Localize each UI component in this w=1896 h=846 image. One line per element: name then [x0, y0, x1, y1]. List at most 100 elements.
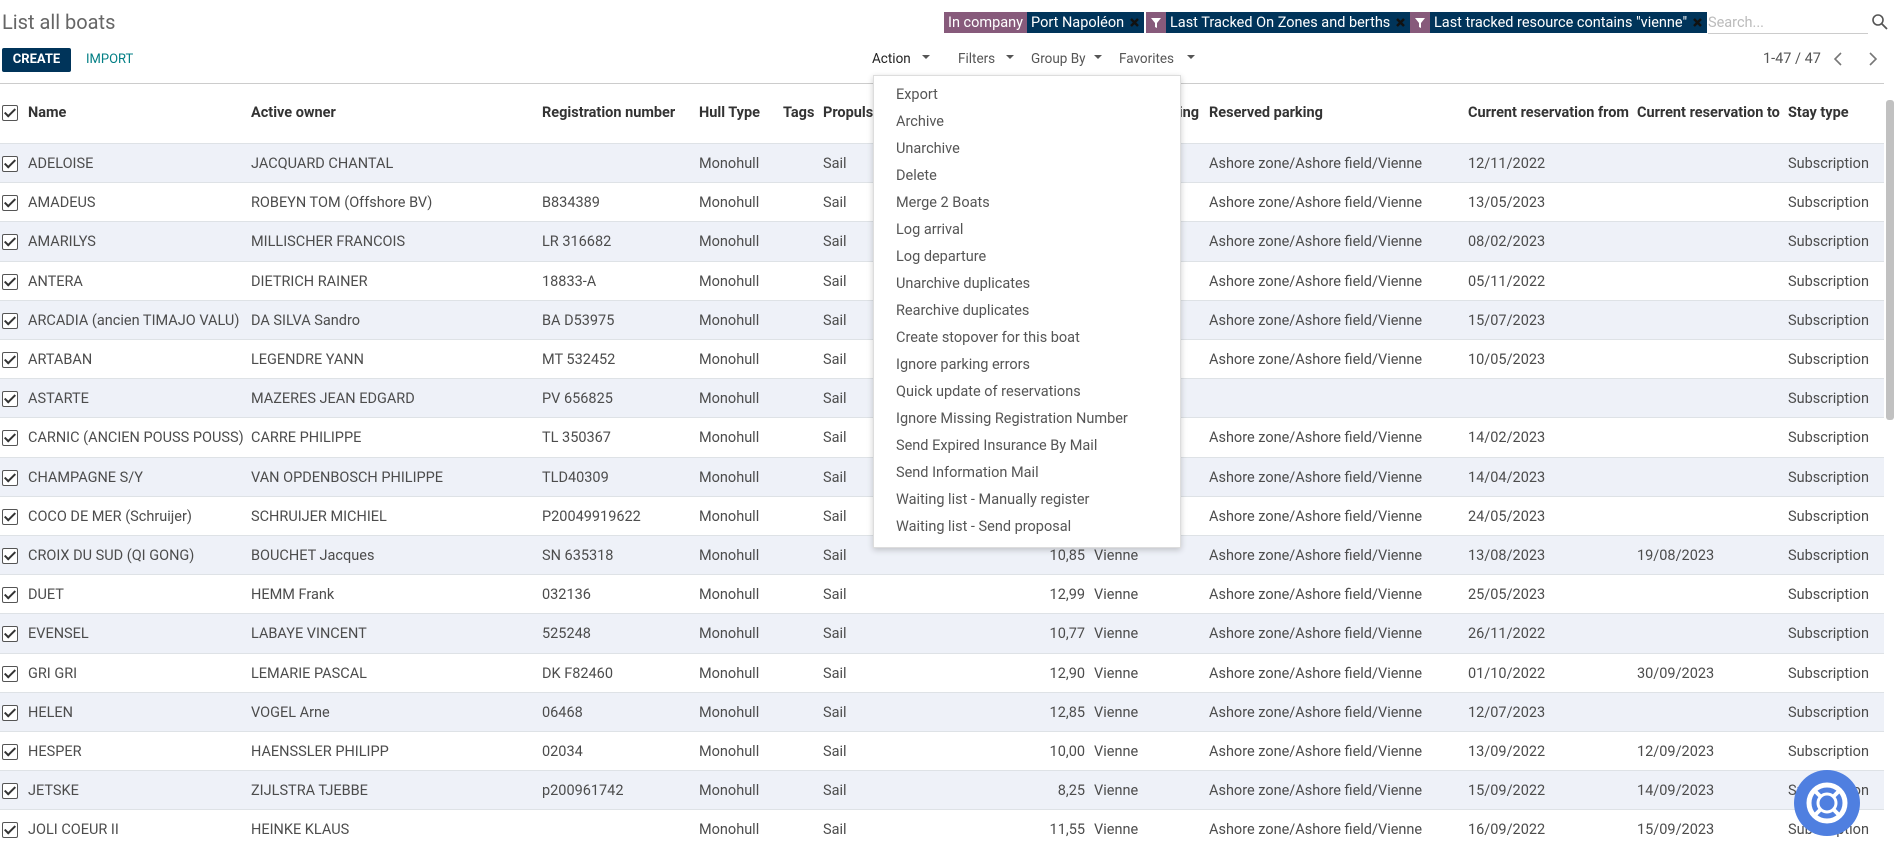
- row-checkbox[interactable]: [2, 469, 18, 486]
- select-all[interactable]: [2, 105, 18, 121]
- cell: Vienne: [1094, 625, 1139, 643]
- menu-item[interactable]: Rearchive duplicates: [896, 302, 1030, 319]
- cell: DIETRICH RAINER: [251, 272, 368, 290]
- row-checkbox[interactable]: [2, 312, 18, 329]
- menu-item[interactable]: Quick update of reservations: [896, 383, 1081, 400]
- row-checkbox[interactable]: [2, 430, 18, 447]
- cell: BA D53975: [542, 311, 615, 329]
- control-1[interactable]: Filters: [958, 51, 996, 67]
- cell: 12/09/2023: [1637, 743, 1715, 760]
- column-header[interactable]: ing: [1178, 104, 1199, 121]
- column-header[interactable]: Hull Type: [699, 104, 760, 121]
- menu-item[interactable]: Archive: [896, 113, 944, 130]
- menu-item[interactable]: Waiting list - Send proposal: [896, 518, 1072, 535]
- column-header[interactable]: Current reservation from: [1468, 104, 1629, 121]
- menu-item[interactable]: Log arrival: [896, 221, 964, 238]
- menu-item[interactable]: Waiting list - Manually register: [896, 491, 1090, 508]
- header-row: Name Active owner Registration number Hull …: [0, 92, 1884, 133]
- row-checkbox[interactable]: [2, 783, 18, 800]
- cell: Monohull: [699, 468, 760, 486]
- row-checkbox[interactable]: [2, 744, 18, 760]
- cell: Ashore zone/Ashore field/Vienne: [1209, 625, 1423, 643]
- table-row: HELEN VOGEL Arne 06468 Monohull Sail 12,85 Vie…: [0, 691, 1884, 732]
- cell: LR 316682: [542, 233, 612, 251]
- menu-item[interactable]: Ignore parking errors: [896, 356, 1031, 373]
- cell: Vienne: [1094, 743, 1139, 760]
- cell: Vienne: [1094, 821, 1139, 839]
- cell: DA SILVA Sandro: [251, 311, 361, 329]
- cell: 10/05/2023: [1468, 351, 1546, 368]
- facet-label: In company: [944, 12, 1028, 33]
- facet-remove[interactable]: [1394, 12, 1411, 33]
- caret: [922, 55, 930, 59]
- cell: 13/08/2023: [1468, 547, 1546, 564]
- cell: Monohull: [699, 507, 760, 525]
- menu-item[interactable]: Log departure: [896, 248, 987, 265]
- row-checkbox[interactable]: [2, 665, 18, 682]
- cell: Ashore zone/Ashore field/Vienne: [1209, 743, 1423, 760]
- control-0[interactable]: Action: [872, 51, 911, 67]
- cell: Ashore zone/Ashore field/Vienne: [1209, 586, 1423, 604]
- cell: 12/07/2023: [1468, 703, 1546, 721]
- menu-item[interactable]: Unarchive: [896, 140, 960, 157]
- cell: ASTARTE: [28, 390, 89, 408]
- control-2[interactable]: Group By: [1031, 51, 1086, 67]
- row-checkbox[interactable]: [2, 704, 18, 721]
- row-checkbox[interactable]: [2, 548, 18, 564]
- cell: B834389: [542, 194, 600, 212]
- row-checkbox[interactable]: [2, 195, 18, 212]
- menu-item[interactable]: Merge 2 Boats: [896, 194, 990, 211]
- cell: LABAYE VINCENT: [251, 625, 367, 643]
- search-input[interactable]: Search...: [1708, 12, 1868, 34]
- cell: 12,90: [1049, 664, 1085, 682]
- cell: Ashore zone/Ashore field/Vienne: [1209, 468, 1423, 486]
- row-checkbox[interactable]: [2, 822, 18, 839]
- column-header[interactable]: Registration number: [542, 104, 676, 121]
- row-checkbox[interactable]: [2, 273, 18, 290]
- cell: Subscription: [1788, 194, 1869, 212]
- menu-item[interactable]: Export: [896, 86, 938, 103]
- cell: 10,85: [1049, 547, 1085, 564]
- control-3[interactable]: Favorites: [1119, 51, 1175, 67]
- menu-item[interactable]: Create stopover for this boat: [896, 329, 1080, 346]
- cell: Sail: [823, 743, 847, 760]
- cell: Monohull: [699, 703, 760, 721]
- row-checkbox[interactable]: [2, 626, 18, 643]
- pager-arrows[interactable]: [1832, 51, 1882, 67]
- facet-remove[interactable]: [1128, 12, 1145, 33]
- menu-item[interactable]: Unarchive duplicates: [896, 275, 1031, 292]
- cell: Subscription: [1788, 586, 1869, 604]
- cell: JACQUARD CHANTAL: [251, 155, 394, 172]
- row-checkbox[interactable]: [2, 234, 18, 251]
- column-header[interactable]: Name: [28, 104, 67, 121]
- facet-remove[interactable]: [1691, 12, 1708, 33]
- row-checkbox[interactable]: [2, 156, 18, 172]
- search-icon[interactable]: [1872, 14, 1888, 30]
- row-checkbox[interactable]: [2, 508, 18, 525]
- help-button[interactable]: [1793, 769, 1861, 837]
- cell: Sail: [823, 468, 847, 486]
- column-header[interactable]: Propuls: [823, 104, 874, 121]
- import-button[interactable]: IMPORT: [86, 52, 134, 67]
- row-checkbox[interactable]: [2, 391, 18, 408]
- column-header[interactable]: Reserved parking: [1209, 104, 1323, 121]
- column-header[interactable]: Current reservation to: [1637, 104, 1780, 121]
- cell: Sail: [823, 233, 847, 251]
- menu-item[interactable]: Send Information Mail: [896, 464, 1039, 481]
- create-button[interactable]: CREATE: [2, 48, 71, 72]
- column-header[interactable]: Tags: [783, 104, 815, 121]
- cell: Vienne: [1094, 547, 1139, 564]
- menu-item[interactable]: Delete: [896, 167, 937, 184]
- menu-item[interactable]: Ignore Missing Registration Number: [896, 410, 1128, 427]
- cell: ANTERA: [28, 272, 83, 290]
- cell: DK F82460: [542, 664, 613, 682]
- row-checkbox[interactable]: [2, 587, 18, 604]
- cell: Monohull: [699, 351, 760, 368]
- column-header[interactable]: Stay type: [1788, 104, 1849, 121]
- filter-facet: Last tracked resource contains "vienne": [1410, 12, 1708, 33]
- row-checkbox[interactable]: [2, 352, 18, 368]
- cell: BOUCHET Jacques: [251, 547, 375, 564]
- page-title: List all boats: [2, 10, 116, 34]
- menu-item[interactable]: Send Expired Insurance By Mail: [896, 437, 1098, 454]
- column-header[interactable]: Active owner: [251, 104, 336, 121]
